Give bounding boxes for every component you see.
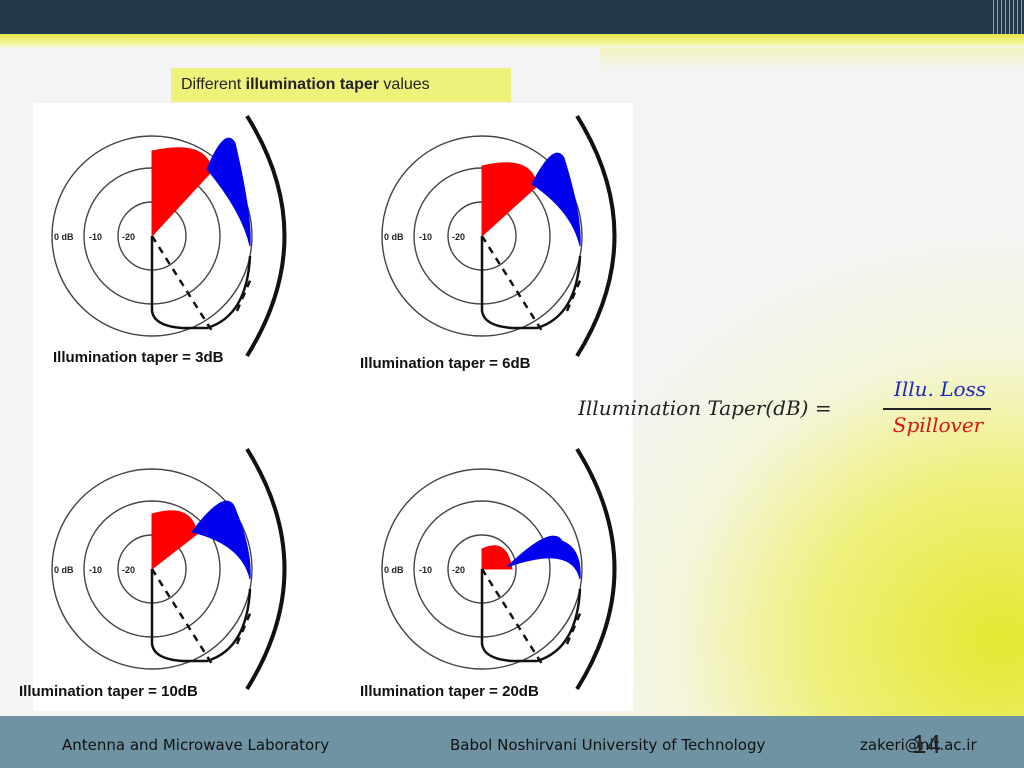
panel-1-spillover-band xyxy=(206,137,251,247)
panel-3-tick-label-2: -20 xyxy=(122,565,135,575)
panel-1-tick-label-0: 0 dB xyxy=(54,232,74,242)
caption-bold: illumination taper xyxy=(245,76,379,93)
panel-3-tick-label-1: -10 xyxy=(89,565,102,575)
panel-4-reflector xyxy=(575,447,617,691)
panel-4-tick-label-1: -10 xyxy=(419,565,432,575)
caption-prefix: Different xyxy=(181,76,246,93)
formula-lhs: Illumination Taper(dB) = xyxy=(578,396,832,420)
panel-4-ring-0 xyxy=(381,468,583,670)
panel-4-tick-label-2: -20 xyxy=(452,565,465,575)
panel-4-feed-pattern xyxy=(480,569,582,663)
panel-3-illumination-lobe xyxy=(151,510,198,571)
panel-4-dashed-edge-1 xyxy=(480,568,544,665)
footer-university: Babol Noshirvani University of Technolog… xyxy=(450,736,766,754)
footer: Antenna and Microwave Laboratory Babol N… xyxy=(0,716,1024,768)
polar-patterns-svg: 0 dB -10 -20 0 dB -10 -20 0 dB -10 -20 0 dB -10 -20 xyxy=(51,114,617,691)
panel-2-tick-label-1: -10 xyxy=(419,232,432,242)
panel-1-tick-label-1: -10 xyxy=(89,232,102,242)
formula-denominator: Spillover xyxy=(892,413,984,437)
panel-3-feed-pattern xyxy=(150,569,252,663)
panel-label-3db: Illumination taper = 3dB xyxy=(53,349,224,366)
panel-1-ring-0 xyxy=(51,135,253,337)
panel-label-10db: Illumination taper = 10dB xyxy=(19,683,198,700)
formula-numerator: Illu. Loss xyxy=(893,377,987,401)
panel-2-reflector xyxy=(575,114,617,358)
panel-1-tick-label-2: -20 xyxy=(122,232,135,242)
yellow-band xyxy=(0,34,1024,48)
panel-1-dashed-edge-1 xyxy=(150,235,214,332)
caption-suffix: values xyxy=(378,76,430,93)
panel-4-illumination-lobe xyxy=(481,545,513,570)
panel-2-feed-pattern xyxy=(480,236,582,330)
panel-2-dashed-edge-2 xyxy=(565,275,584,312)
panel-1-feed-pattern xyxy=(150,236,252,330)
panel-3-dashed-edge-2 xyxy=(235,608,254,645)
panel-2-illumination-lobe xyxy=(481,162,538,238)
formula-fraction-line xyxy=(883,408,991,410)
panel-label-20db: Illumination taper = 20dB xyxy=(360,683,539,700)
top-bar xyxy=(0,0,1024,34)
panel-2-tick-label-2: -20 xyxy=(452,232,465,242)
page-number: 14 xyxy=(912,729,941,759)
panel-label-6db: Illumination taper = 6dB xyxy=(360,355,531,372)
polar-patterns-figure: 0 dB -10 -20 0 dB -10 -20 0 dB -10 -20 0 dB -10 -20… xyxy=(19,103,633,711)
panel-4-dashed-edge-2 xyxy=(565,608,584,645)
panel-1-reflector xyxy=(245,114,287,358)
panel-3-ring-0 xyxy=(51,468,253,670)
yellow-band-accent xyxy=(600,48,1024,70)
panel-4-tick-label-0: 0 dB xyxy=(384,565,404,575)
footer-email[interactable]: zakeri@nit.ac.ir xyxy=(860,736,977,754)
panel-4-spillover-band xyxy=(506,535,581,580)
panel-2-tick-label-0: 0 dB xyxy=(384,232,404,242)
panel-3-dashed-edge-1 xyxy=(150,568,214,665)
panel-2-dashed-edge-1 xyxy=(480,235,544,332)
panel-3-spillover-band xyxy=(191,500,251,580)
taper-formula: Illumination Taper(dB) = Illu. Loss Spil… xyxy=(575,372,995,442)
panel-3-reflector xyxy=(245,447,287,691)
panel-2-ring-0 xyxy=(381,135,583,337)
panel-2-spillover-band xyxy=(531,152,581,247)
figure-caption: Different illumination taper values xyxy=(171,68,511,102)
panel-3-tick-label-0: 0 dB xyxy=(54,565,74,575)
top-bar-stripes xyxy=(990,0,1024,34)
footer-lab: Antenna and Microwave Laboratory xyxy=(62,736,330,754)
panel-1-dashed-edge-2 xyxy=(235,275,254,312)
